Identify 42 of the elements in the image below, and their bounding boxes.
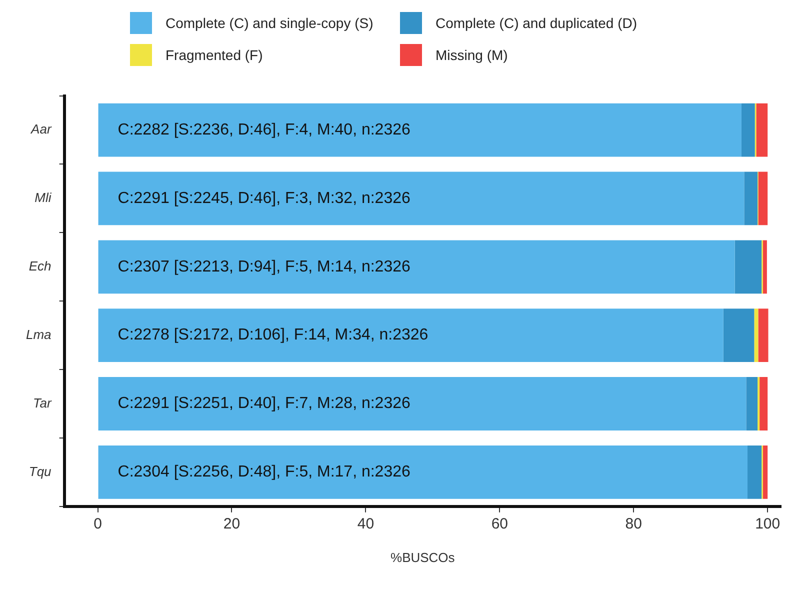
annotation: C:2291 [S:2251, D:40], F:7, M:28, n:2326 <box>118 395 411 412</box>
bar <box>748 445 762 499</box>
x-tick-label: 60 <box>491 516 508 533</box>
legend-label: Complete (C) and single-copy (S) <box>166 15 374 31</box>
bar <box>758 172 768 226</box>
y-tick-label: Lma <box>26 326 52 342</box>
annotation: C:2307 [S:2213, D:94], F:5, M:14, n:2326 <box>118 258 411 276</box>
legend-label: Missing (M) <box>436 47 508 63</box>
y-tick-label: Tar <box>32 395 52 410</box>
bar <box>98 377 746 430</box>
bar <box>98 445 748 499</box>
bar <box>723 308 754 362</box>
bar <box>758 308 768 362</box>
y-tick-label: Tqu <box>28 464 52 479</box>
annotation: C:2278 [S:2172, D:106], F:14, M:34, n:2326 <box>118 326 428 344</box>
bar <box>98 308 724 362</box>
bar <box>744 172 758 226</box>
x-axis-title: %BUSCOs <box>390 550 456 565</box>
bar <box>754 308 758 362</box>
bar <box>760 377 768 430</box>
bar <box>762 445 768 499</box>
x-tick-label: 40 <box>357 516 374 533</box>
x-tick-label: 100 <box>755 516 780 533</box>
x-tick-label: 20 <box>223 516 240 533</box>
bar <box>746 377 758 430</box>
y-tick-label: Aar <box>30 122 52 137</box>
bar <box>741 103 755 157</box>
annotation: C:2304 [S:2256, D:48], F:5, M:17, n:2326 <box>118 464 411 481</box>
legend-label: Complete (C) and duplicated (D) <box>436 15 638 31</box>
x-tick-label: 80 <box>625 516 642 533</box>
bar <box>98 240 735 294</box>
y-tick-label: Mli <box>34 190 52 206</box>
bar <box>98 172 744 226</box>
annotation: C:2282 [S:2236, D:46], F:4, M:40, n:2326 <box>118 121 411 138</box>
bar <box>98 103 742 157</box>
bar <box>762 240 767 294</box>
annotation: C:2291 [S:2245, D:46], F:3, M:32, n:2326 <box>118 190 411 207</box>
x-tick-label: 0 <box>94 516 102 533</box>
y-tick-label: Ech <box>28 258 52 274</box>
bar <box>734 240 762 294</box>
legend-label: Fragmented (F) <box>166 47 263 63</box>
bar <box>756 103 768 157</box>
